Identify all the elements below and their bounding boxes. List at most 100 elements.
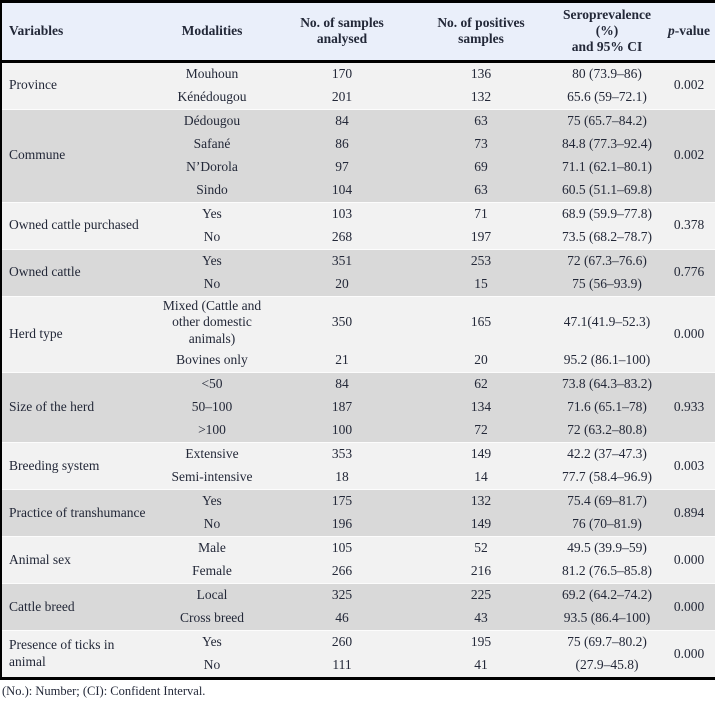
modality-cell: <50 [151, 372, 273, 397]
group-province: Province Mouhoun 170 136 80 (73.9–86) 0.… [1, 60, 715, 110]
table-row: Safané 86 73 84.8 (77.3–92.4) [1, 132, 715, 156]
seroprevalence-cell: 68.9 (59.9–77.8) [551, 201, 663, 226]
col-header-sero-line1: Seroprevalence (%) [563, 7, 651, 39]
seroprevalence-cell: 75.4 (69–81.7) [551, 489, 663, 514]
seroprevalence-cell: 42.2 (37–47.3) [551, 442, 663, 467]
positives-cell: 71 [411, 201, 551, 226]
variable-cell: Commune [1, 108, 151, 203]
table-row: Province Mouhoun 170 136 80 (73.9–86) 0.… [1, 60, 715, 110]
seroprevalence-cell: 81.2 (76.5–85.8) [551, 560, 663, 584]
modality-cell: Yes [151, 201, 273, 226]
positives-cell: 15 [411, 272, 551, 297]
col-header-seroprevalence: Seroprevalence (%) and 95% CI [551, 1, 663, 63]
modality-cell: Bovines only [151, 349, 273, 373]
table-header-row: Variables Modalities No. of samples anal… [1, 1, 715, 63]
positives-cell: 136 [411, 60, 551, 86]
variable-cell: Presence of ticks in animal [1, 630, 151, 679]
pvalue-cell: 0.776 [663, 248, 715, 297]
samples-cell: 325 [273, 583, 411, 608]
group-commune: Commune Dédougou 84 63 75 (65.7–84.2) 0.… [1, 108, 715, 203]
table-row: Cattle breed Local 325 225 69.2 (64.2–74… [1, 583, 715, 631]
seroprevalence-cell: 71.6 (65.1–78) [551, 396, 663, 420]
samples-cell: 84 [273, 108, 411, 133]
seroprevalence-cell: 76 (70–81.9) [551, 513, 663, 537]
positives-cell: 69 [411, 155, 551, 179]
table-row: Herd type Mixed (Cattle and other domest… [1, 295, 715, 373]
seroprevalence-cell: 93.5 (86.4–100) [551, 607, 663, 631]
group-animal-sex: Animal sex Male 105 52 49.5 (39.9–59) 0.… [1, 536, 715, 584]
modality-cell: Sindo [151, 178, 273, 203]
pvalue-rest: -value [674, 23, 710, 39]
variable-cell: Province [1, 60, 151, 110]
positives-cell: 197 [411, 225, 551, 250]
samples-cell: 20 [273, 272, 411, 297]
col-header-modalities: Modalities [151, 1, 273, 63]
table-row: Practice of transhumance Yes 175 132 75.… [1, 489, 715, 537]
samples-cell: 175 [273, 489, 411, 514]
variable-cell: Practice of transhumance [1, 489, 151, 537]
samples-cell: 46 [273, 607, 411, 631]
seroprevalence-cell: (27.9–45.8) [551, 654, 663, 679]
group-breeding-system: Breeding system Extensive 353 149 42.2 (… [1, 442, 715, 490]
variable-cell: Animal sex [1, 536, 151, 584]
table-row: >100 100 72 72 (63.2–80.8) [1, 419, 715, 443]
positives-cell: 132 [411, 85, 551, 110]
table-row: Owned cattle purchased Yes 103 71 68.9 (… [1, 201, 715, 250]
samples-cell: 351 [273, 248, 411, 273]
group-transhumance: Practice of transhumance Yes 175 132 75.… [1, 489, 715, 537]
samples-cell: 97 [273, 155, 411, 179]
table-row: Owned cattle Yes 351 253 72 (67.3–76.6) … [1, 248, 715, 297]
seroprevalence-cell: 84.8 (77.3–92.4) [551, 132, 663, 156]
modality-cell: Male [151, 536, 273, 561]
table-row: Kénédougou 201 132 65.6 (59–72.1) [1, 85, 715, 110]
table-row: Commune Dédougou 84 63 75 (65.7–84.2) 0.… [1, 108, 715, 203]
modality-cell: Female [151, 560, 273, 584]
samples-cell: 350 [273, 295, 411, 350]
positives-cell: 225 [411, 583, 551, 608]
samples-cell: 103 [273, 201, 411, 226]
col-header-samples-line2: analysed [316, 31, 368, 47]
samples-cell: 86 [273, 132, 411, 156]
col-header-positives-line1: No. of positives [437, 15, 525, 31]
modality-cell: 50–100 [151, 396, 273, 420]
samples-cell: 84 [273, 372, 411, 397]
positives-cell: 132 [411, 489, 551, 514]
group-herd-type: Herd type Mixed (Cattle and other domest… [1, 295, 715, 373]
positives-cell: 63 [411, 108, 551, 133]
seroprevalence-cell: 75 (69.7–80.2) [551, 630, 663, 655]
seroprevalence-cell: 73.8 (64.3–83.2) [551, 372, 663, 397]
table-row: Semi-intensive 18 14 77.7 (58.4–96.9) [1, 466, 715, 490]
samples-cell: 100 [273, 419, 411, 443]
modality-cell: Safané [151, 132, 273, 156]
seroprevalence-cell: 75 (65.7–84.2) [551, 108, 663, 133]
variable-cell: Herd type [1, 295, 151, 373]
samples-cell: 201 [273, 85, 411, 110]
col-header-samples-line1: No. of samples [300, 15, 384, 31]
samples-cell: 260 [273, 630, 411, 655]
modality-cell: Dédougou [151, 108, 273, 133]
modality-cell: N’Dorola [151, 155, 273, 179]
modality-cell: Yes [151, 248, 273, 273]
pvalue-cell: 0.000 [663, 630, 715, 679]
seroprevalence-cell: 72 (63.2–80.8) [551, 419, 663, 443]
pvalue-cell: 0.002 [663, 108, 715, 203]
modality-cell: Extensive [151, 442, 273, 467]
table-row: Presence of ticks in animal Yes 260 195 … [1, 630, 715, 679]
samples-cell: 187 [273, 396, 411, 420]
col-header-variables: Variables [1, 1, 151, 63]
table-row: N’Dorola 97 69 71.1 (62.1–80.1) [1, 155, 715, 179]
seroprevalence-cell: 69.2 (64.2–74.2) [551, 583, 663, 608]
seroprevalence-cell: 65.6 (59–72.1) [551, 85, 663, 110]
positives-cell: 165 [411, 295, 551, 350]
col-header-positives: No. of positives samples [411, 1, 551, 63]
samples-cell: 170 [273, 60, 411, 86]
pvalue-italic-p: p [668, 23, 675, 39]
pvalue-cell: 0.000 [663, 295, 715, 373]
positives-cell: 41 [411, 654, 551, 679]
modality-cell: >100 [151, 419, 273, 443]
modality-cell: Yes [151, 630, 273, 655]
positives-cell: 20 [411, 349, 551, 373]
pvalue-cell: 0.000 [663, 536, 715, 584]
table-row: Animal sex Male 105 52 49.5 (39.9–59) 0.… [1, 536, 715, 584]
